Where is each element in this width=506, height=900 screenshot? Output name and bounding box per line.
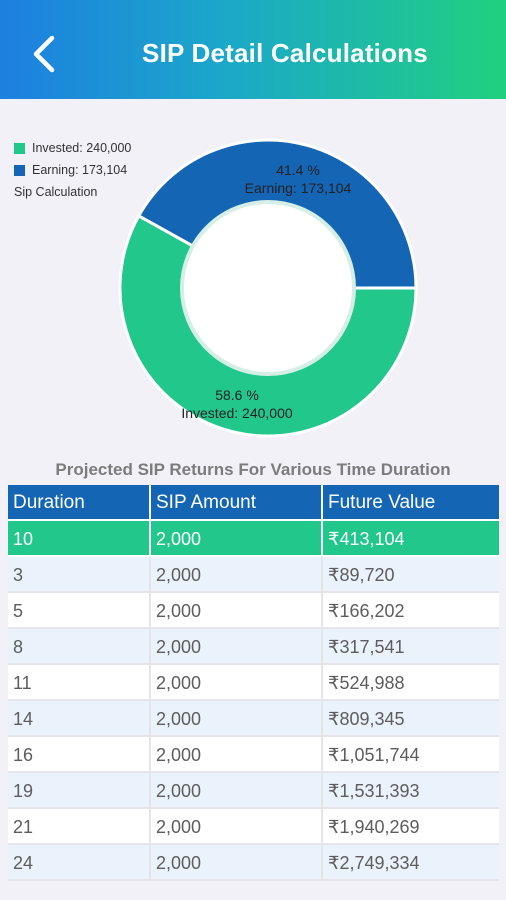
duration-cell: 24	[8, 845, 151, 881]
duration-cell: 3	[8, 557, 151, 593]
slice-value-label-earning: Earning: 173,104	[245, 180, 352, 196]
chart-legend: Invested: 240,000 Earning: 173,104 Sip C…	[14, 137, 131, 203]
duration-cell: 8	[8, 629, 151, 665]
duration-cell: 11	[8, 665, 151, 701]
future-value-cell: ₹1,940,269	[323, 809, 499, 845]
chevron-left-icon	[33, 35, 55, 73]
future-value-cell: ₹1,531,393	[323, 773, 499, 809]
duration-cell: 21	[8, 809, 151, 845]
column-header-duration: Duration	[8, 485, 151, 521]
sip-amount-cell: 2,000	[151, 845, 323, 881]
table-row[interactable]: 3 2,000 ₹89,720	[8, 557, 499, 593]
duration-cell: 14	[8, 701, 151, 737]
legend-item-invested: Invested: 240,000	[14, 137, 131, 159]
column-header-future-value: Future Value	[323, 485, 499, 521]
table-row[interactable]: 5 2,000 ₹166,202	[8, 593, 499, 629]
table-row[interactable]: 11 2,000 ₹524,988	[8, 665, 499, 701]
duration-cell: 5	[8, 593, 151, 629]
sip-amount-cell: 2,000	[151, 593, 323, 629]
table-row[interactable]: 24 2,000 ₹2,749,334	[8, 845, 499, 881]
donut-slice-invested[interactable]	[118, 213, 418, 438]
table-header-row: Duration SIP Amount Future Value	[8, 485, 499, 521]
duration-cell: 19	[8, 773, 151, 809]
donut-slice-earning[interactable]	[136, 138, 418, 290]
returns-table: Duration SIP Amount Future Value 10 2,000…	[8, 485, 499, 881]
sip-amount-cell: 2,000	[151, 521, 323, 557]
sip-amount-cell: 2,000	[151, 665, 323, 701]
legend-swatch-invested	[14, 142, 25, 154]
future-value-cell: ₹89,720	[323, 557, 499, 593]
column-header-sip-amount: SIP Amount	[151, 485, 323, 521]
donut-hole	[180, 200, 356, 376]
app-header: SIP Detail Calculations	[0, 0, 506, 99]
table-row[interactable]: 8 2,000 ₹317,541	[8, 629, 499, 665]
slice-percent-label-invested: 58.6 %	[215, 387, 259, 403]
sip-amount-cell: 2,000	[151, 557, 323, 593]
future-value-cell: ₹317,541	[323, 629, 499, 665]
table-title: Projected SIP Returns For Various Time D…	[55, 460, 451, 479]
future-value-cell: ₹524,988	[323, 665, 499, 701]
duration-cell: 10	[8, 521, 151, 557]
legend-swatch-earning	[14, 164, 25, 176]
table-row[interactable]: 21 2,000 ₹1,940,269	[8, 809, 499, 845]
sip-amount-cell: 2,000	[151, 629, 323, 665]
table-row[interactable]: 16 2,000 ₹1,051,744	[8, 737, 499, 773]
future-value-cell: ₹809,345	[323, 701, 499, 737]
sip-amount-cell: 2,000	[151, 701, 323, 737]
slice-value-label-invested: Invested: 240,000	[181, 405, 293, 421]
table-row[interactable]: 19 2,000 ₹1,531,393	[8, 773, 499, 809]
future-value-cell: ₹413,104	[323, 521, 499, 557]
future-value-cell: ₹2,749,334	[323, 845, 499, 881]
future-value-cell: ₹1,051,744	[323, 737, 499, 773]
sip-amount-cell: 2,000	[151, 773, 323, 809]
legend-label-invested: Invested: 240,000	[32, 141, 132, 155]
slice-percent-label-earning: 41.4 %	[276, 162, 320, 178]
legend-label-earning: Earning: 173,104	[32, 163, 128, 177]
legend-item-earning: Earning: 173,104	[14, 159, 131, 181]
legend-caption: Sip Calculation	[14, 185, 98, 199]
future-value-cell: ₹166,202	[323, 593, 499, 629]
table-row[interactable]: 10 2,000 ₹413,104	[8, 521, 499, 557]
back-button[interactable]	[22, 32, 66, 76]
sip-amount-cell: 2,000	[151, 737, 323, 773]
duration-cell: 16	[8, 737, 151, 773]
table-row[interactable]: 14 2,000 ₹809,345	[8, 701, 499, 737]
page-title: SIP Detail Calculations	[142, 38, 428, 68]
sip-amount-cell: 2,000	[151, 809, 323, 845]
